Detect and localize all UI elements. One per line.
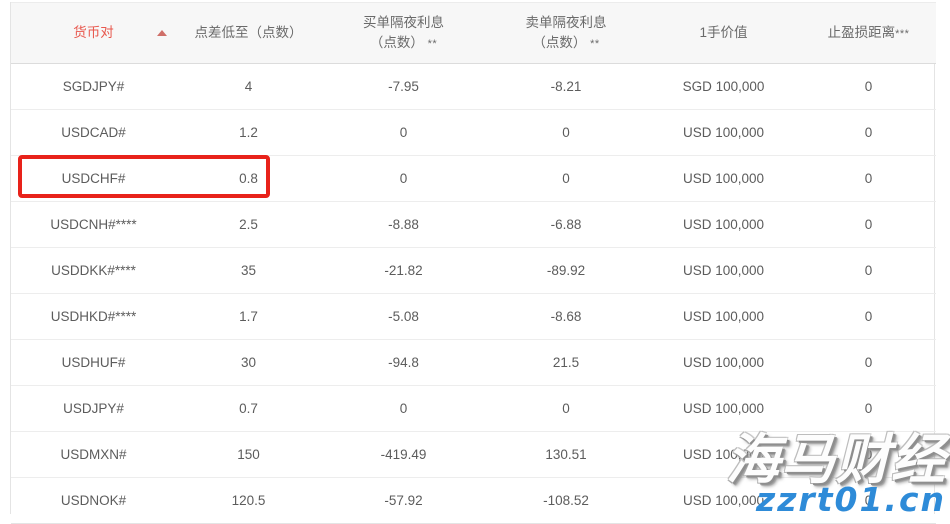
cell-lot-value: USD 100,000	[646, 155, 801, 202]
cell-swap-long: -5.08	[321, 293, 486, 340]
cell-currency-pair: USDMXN#	[11, 431, 176, 478]
table-header-row: 货币对 点差低至（点数） 买单隔夜利息 （点数） ** 卖单隔夜利息 （点数） …	[11, 2, 936, 64]
column-header-currency-pair[interactable]: 货币对	[11, 2, 176, 64]
cell-lot-value: USD 100,000	[646, 247, 801, 294]
cell-swap-long: -94.8	[321, 339, 486, 386]
cell-spread: 120.5	[176, 477, 321, 524]
table-row[interactable]: SGDJPY# 4 -7.95 -8.21 SGD 100,000 0	[11, 63, 936, 110]
cell-currency-pair: SGDJPY#	[11, 63, 176, 110]
cell-lot-value: USD 100,000	[646, 477, 801, 524]
cell-currency-pair: USDHKD#****	[11, 293, 176, 340]
cell-lot-value: USD 100,000	[646, 385, 801, 432]
cell-lot-value: USD 100,000	[646, 201, 801, 248]
sort-ascending-icon[interactable]	[157, 30, 168, 37]
cell-spread: 150	[176, 431, 321, 478]
table-row[interactable]: USDNOK# 120.5 -57.92 -108.52 USD 100,000 0	[11, 477, 936, 524]
column-header-swap-long-line1: 买单隔夜利息	[363, 15, 444, 31]
table-row[interactable]: USDDKK#**** 35 -21.82 -89.92 USD 100,000 0	[11, 247, 936, 294]
table-row[interactable]: USDCNH#**** 2.5 -8.88 -6.88 USD 100,000 0	[11, 201, 936, 248]
column-header-swap-long-line2: （点数）	[369, 34, 424, 50]
table-body: SGDJPY# 4 -7.95 -8.21 SGD 100,000 0 USDCAD# 1.2…	[11, 63, 936, 524]
cell-currency-pair: USDHUF#	[11, 339, 176, 386]
cell-stop-distance: 0	[801, 247, 936, 294]
column-header-swap-short-note: **	[590, 37, 600, 50]
cell-swap-long: 0	[321, 155, 486, 202]
table-row[interactable]: USDCAD# 1.2 0 0 USD 100,000 0	[11, 109, 936, 156]
cell-stop-distance: 0	[801, 339, 936, 386]
table-row[interactable]: USDHKD#**** 1.7 -5.08 -8.68 USD 100,000 0	[11, 293, 936, 340]
cell-spread: 0.7	[176, 385, 321, 432]
column-header-spread-label: 点差低至（点数）	[194, 25, 303, 41]
cell-stop-distance: 0	[801, 63, 936, 110]
cell-lot-value: USD 100,000	[646, 339, 801, 386]
cell-swap-short: 21.5	[486, 339, 646, 386]
table-row[interactable]: USDMXN# 150 -419.49 130.51 USD 100,000 0	[11, 431, 936, 478]
cell-stop-distance: 0	[801, 293, 936, 340]
cell-spread: 1.2	[176, 109, 321, 156]
cell-swap-short: -89.92	[486, 247, 646, 294]
column-header-swap-short-line1: 卖单隔夜利息	[525, 15, 607, 31]
cell-swap-short: 0	[486, 155, 646, 202]
cell-stop-distance: 0	[801, 201, 936, 248]
cell-spread: 0.8	[176, 155, 321, 202]
cell-currency-pair: USDJPY#	[11, 385, 176, 432]
column-header-currency-pair-label: 货币对	[73, 25, 114, 41]
cell-currency-pair: USDCAD#	[11, 109, 176, 156]
cell-swap-short: 130.51	[486, 431, 646, 478]
cell-stop-distance: 0	[801, 385, 936, 432]
cell-stop-distance: 0	[801, 109, 936, 156]
cell-lot-value: USD 100,000	[646, 293, 801, 340]
cell-spread: 30	[176, 339, 321, 386]
cell-spread: 4	[176, 63, 321, 110]
cell-swap-long: -21.82	[321, 247, 486, 294]
cell-spread: 35	[176, 247, 321, 294]
table-row[interactable]: USDHUF# 30 -94.8 21.5 USD 100,000 0	[11, 339, 936, 386]
cell-swap-long: -419.49	[321, 431, 486, 478]
cell-spread: 1.7	[176, 293, 321, 340]
cell-swap-long: 0	[321, 109, 486, 156]
column-header-swap-long-note: **	[427, 37, 438, 50]
cell-stop-distance: 0	[801, 431, 936, 478]
column-header-stop-distance-label: 止盈损距离	[827, 25, 896, 41]
cell-swap-long: -7.95	[321, 63, 486, 110]
table-row[interactable]: USDCHF# 0.8 0 0 USD 100,000 0	[11, 155, 936, 202]
column-header-spread[interactable]: 点差低至（点数）	[176, 2, 321, 64]
cell-swap-short: -8.21	[486, 63, 646, 110]
cell-currency-pair: USDCNH#****	[11, 201, 176, 248]
column-header-lot-value[interactable]: 1手价值	[646, 2, 801, 64]
cell-swap-short: -108.52	[486, 477, 646, 524]
cell-currency-pair: USDCHF#	[11, 155, 176, 202]
column-header-lot-value-label: 1手价值	[699, 25, 748, 41]
rates-table-container: 货币对 点差低至（点数） 买单隔夜利息 （点数） ** 卖单隔夜利息 （点数） …	[10, 2, 936, 524]
cell-spread: 2.5	[176, 201, 321, 248]
table-header: 货币对 点差低至（点数） 买单隔夜利息 （点数） ** 卖单隔夜利息 （点数） …	[11, 2, 936, 64]
cell-swap-long: -57.92	[321, 477, 486, 524]
rates-table: 货币对 点差低至（点数） 买单隔夜利息 （点数） ** 卖单隔夜利息 （点数） …	[11, 2, 936, 524]
cell-stop-distance: 0	[801, 477, 936, 524]
cell-swap-short: -8.68	[486, 293, 646, 340]
column-header-swap-long[interactable]: 买单隔夜利息 （点数） **	[321, 2, 486, 64]
column-header-stop-distance-note: ***	[895, 28, 910, 41]
cell-swap-long: -8.88	[321, 201, 486, 248]
table-row[interactable]: USDJPY# 0.7 0 0 USD 100,000 0	[11, 385, 936, 432]
cell-swap-short: 0	[486, 385, 646, 432]
cell-swap-short: -6.88	[486, 201, 646, 248]
cell-swap-long: 0	[321, 385, 486, 432]
cell-stop-distance: 0	[801, 155, 936, 202]
cell-swap-short: 0	[486, 109, 646, 156]
column-header-swap-short-line2: （点数）	[532, 34, 587, 50]
cell-currency-pair: USDDKK#****	[11, 247, 176, 294]
cell-lot-value: USD 100,000	[646, 431, 801, 478]
column-header-stop-distance[interactable]: 止盈损距离***	[801, 2, 936, 64]
cell-lot-value: USD 100,000	[646, 109, 801, 156]
cell-currency-pair: USDNOK#	[11, 477, 176, 524]
column-header-swap-short[interactable]: 卖单隔夜利息 （点数） **	[486, 2, 646, 64]
cell-lot-value: SGD 100,000	[646, 63, 801, 110]
